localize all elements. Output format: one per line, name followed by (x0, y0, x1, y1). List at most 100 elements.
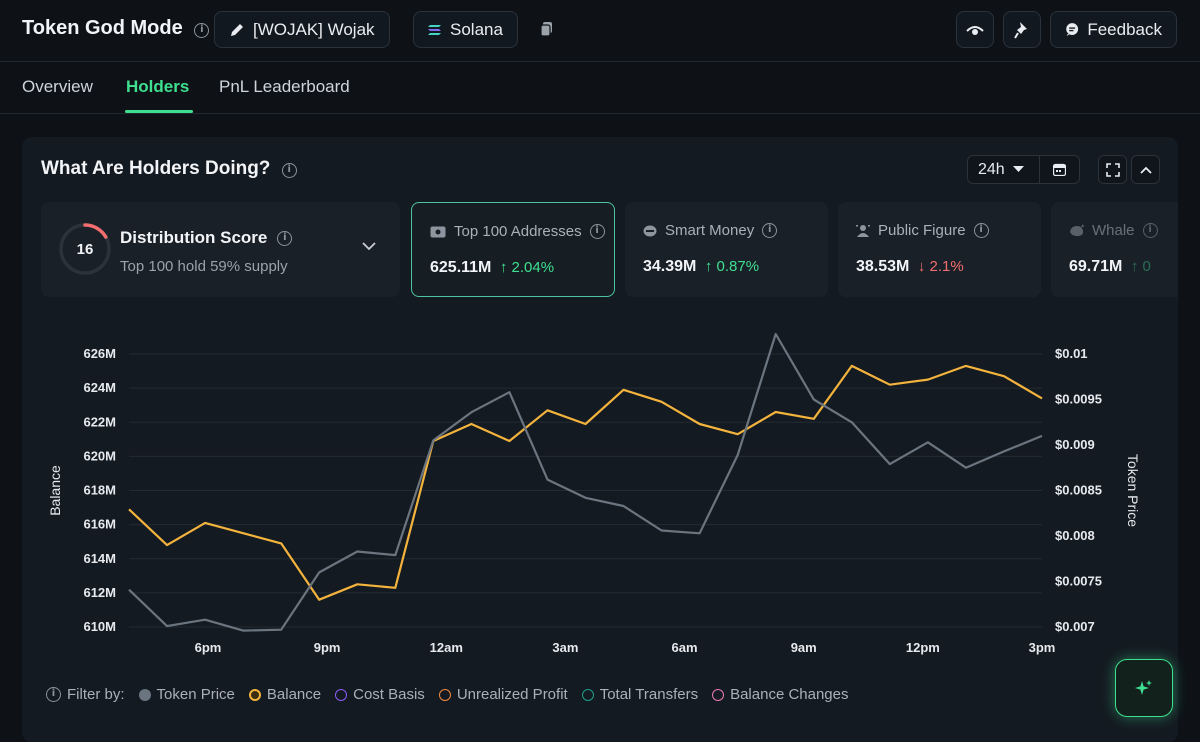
card-value: 38.53M ↓ 2.1% (856, 258, 964, 276)
x-tick-label: 3pm (1029, 640, 1056, 655)
chat-icon (1066, 23, 1079, 36)
y2-axis-label: Token Price (1125, 454, 1141, 527)
app-title-text: Token God Mode (22, 17, 183, 39)
chevron-down-icon[interactable] (362, 242, 376, 251)
card-value: 69.71M ↑ 0 (1069, 258, 1151, 276)
x-tick-label: 3am (552, 640, 578, 655)
cost-basis-dot (335, 688, 348, 701)
top-bar: Token God Mode i [WOJAK] Wojak Solana Fe… (0, 0, 1200, 62)
panel-title: What Are Holders Doing? i (41, 158, 297, 180)
info-icon[interactable]: i (281, 163, 297, 178)
info-icon[interactable]: i (973, 223, 989, 238)
filter-cost-basis[interactable]: Cost Basis (335, 686, 425, 703)
card-delta: ↑ 0.87% (704, 258, 760, 275)
x-tick-label: 6pm (195, 640, 222, 655)
y2-tick-label: $0.0095 (1055, 392, 1102, 407)
y2-tick-label: $0.0075 (1055, 574, 1102, 589)
collapse-button[interactable] (1131, 155, 1160, 184)
card-label: Public Figure i (856, 222, 989, 239)
filter-label: i Filter by: (46, 686, 125, 703)
card-delta: ↑ 0 (1130, 258, 1151, 275)
holders-chart[interactable]: 610M 612M 614M 616M 618M 620M 622M 624M 626M $0.0… (22, 320, 1178, 665)
filter-total-transfers[interactable]: Total Transfers (581, 686, 699, 703)
total-transfers-dot (581, 688, 594, 701)
expand-icon (1105, 162, 1120, 177)
token-price-line (128, 332, 1043, 632)
fullscreen-button[interactable] (1098, 155, 1127, 184)
y2-tick-label: $0.009 (1055, 437, 1095, 452)
card-whale[interactable]: Whale i 69.71M ↑ 0 (1051, 202, 1178, 297)
unrealized-profit-dot (438, 688, 451, 701)
info-icon[interactable]: i (1142, 223, 1158, 238)
info-icon[interactable]: i (277, 230, 293, 246)
filter-item-label: Balance Changes (730, 686, 849, 703)
sparkle-icon (1135, 680, 1152, 695)
timeframe-control: 24h (967, 155, 1080, 184)
pin-icon (1014, 21, 1027, 39)
solana-icon (428, 24, 441, 35)
tab-holders[interactable]: Holders (126, 77, 190, 96)
caret-down-icon (1012, 166, 1024, 172)
y-tick-label: 612M (83, 585, 116, 600)
card-label: Whale i (1069, 222, 1158, 239)
filter-token-price[interactable]: Token Price (138, 686, 235, 703)
filter-unrealized-profit[interactable]: Unrealized Profit (438, 686, 568, 703)
active-tab-indicator (125, 110, 193, 113)
y-tick-label: 618M (83, 483, 116, 498)
card-label-text: Top 100 Addresses (454, 223, 582, 240)
card-value: 625.11M ↑ 2.04% (430, 259, 554, 277)
y2-tick-label: $0.007 (1055, 619, 1095, 634)
token-price-dot (138, 688, 151, 701)
tab-pnl-leaderboard[interactable]: PnL Leaderboard (219, 77, 350, 96)
balance-dot (248, 688, 261, 701)
card-label-text: Smart Money (665, 222, 755, 239)
card-public-figure[interactable]: Public Figure i 38.53M ↓ 2.1% (838, 202, 1041, 297)
card-value-text: 625.11M (430, 259, 492, 276)
y2-tick-label: $0.01 (1055, 346, 1088, 361)
token-label: [WOJAK] Wojak (253, 19, 375, 39)
calendar-button[interactable] (1040, 156, 1079, 183)
info-icon[interactable]: i (589, 224, 605, 239)
card-value: 34.39M ↑ 0.87% (643, 258, 759, 276)
info-icon[interactable]: i (194, 23, 210, 38)
panel-title-text: What Are Holders Doing? (41, 158, 271, 179)
chain-selector-button[interactable]: Solana (413, 11, 518, 48)
filter-balance[interactable]: Balance (248, 686, 321, 703)
y-axis-label: Balance (47, 465, 63, 516)
pencil-icon (231, 23, 243, 36)
card-top-100-addresses[interactable]: Top 100 Addresses i 625.11M ↑ 2.04% (411, 202, 615, 297)
info-icon[interactable]: i (46, 687, 61, 702)
y-tick-label: 616M (83, 517, 116, 532)
person-icon (856, 225, 870, 237)
feedback-button[interactable]: Feedback (1050, 11, 1177, 48)
whale-icon (1070, 224, 1084, 236)
balance-changes-dot (712, 688, 725, 701)
timeframe-select[interactable]: 24h (968, 156, 1040, 183)
filter-item-label: Token Price (156, 686, 235, 703)
y-tick-label: 610M (83, 619, 116, 634)
token-selector-button[interactable]: [WOJAK] Wojak (214, 11, 390, 48)
tab-bar: Overview Holders PnL Leaderboard (0, 62, 1200, 114)
wallet-icon (430, 226, 446, 237)
distribution-score-card[interactable]: 16 Distribution Score i Top 100 hold 59%… (41, 202, 400, 297)
x-tick-label: 12am (430, 640, 463, 655)
copy-icon[interactable] (540, 21, 554, 42)
card-label: Smart Money i (643, 222, 778, 239)
distribution-title-text: Distribution Score (120, 228, 268, 247)
ai-assistant-button[interactable] (1115, 659, 1173, 717)
filter-item-label: Total Transfers (599, 686, 699, 703)
card-smart-money[interactable]: Smart Money i 34.39M ↑ 0.87% (625, 202, 828, 297)
pin-button[interactable] (1003, 11, 1041, 48)
filter-balance-changes[interactable]: Balance Changes (712, 686, 849, 703)
x-tick-label: 9am (791, 640, 817, 655)
timeframe-value: 24h (978, 160, 1005, 178)
filter-legend: i Filter by: Token Price Balance Cost Ba… (46, 686, 849, 703)
info-icon[interactable]: i (762, 223, 778, 238)
distribution-subtitle: Top 100 hold 59% supply (120, 258, 288, 275)
tab-overview[interactable]: Overview (22, 77, 93, 96)
watch-button[interactable] (956, 11, 994, 48)
card-delta: ↓ 2.1% (917, 258, 964, 275)
score-ring (59, 223, 111, 275)
holders-panel: What Are Holders Doing? i 24h 16 Distrib… (22, 137, 1178, 742)
card-value-text: 69.71M (1069, 258, 1123, 275)
